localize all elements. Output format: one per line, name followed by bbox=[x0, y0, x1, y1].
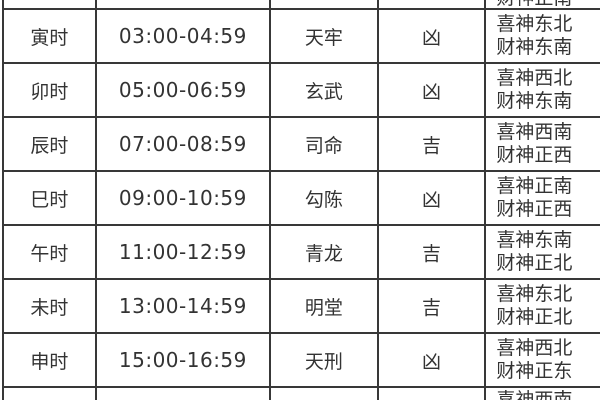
time-range-cell: 07:00-08:59 bbox=[97, 118, 272, 170]
caishen-direction-label: 财神正北 bbox=[496, 306, 573, 328]
xishen-direction-label: 喜神西北 bbox=[496, 67, 573, 89]
luck-cell: 吉 bbox=[379, 118, 487, 170]
hour-cell: 寅时 bbox=[4, 10, 97, 62]
xishen-direction-label: 喜神西南 bbox=[496, 389, 573, 400]
caishen-direction-label: 财神正西 bbox=[496, 144, 573, 166]
hour-cell bbox=[4, 0, 97, 8]
time-range-cell: 11:00-12:59 bbox=[97, 226, 272, 278]
deity-cell: 明堂 bbox=[271, 280, 379, 332]
hour-cell: 辰时 bbox=[4, 118, 97, 170]
deity-cell bbox=[271, 0, 379, 8]
caishen-direction-label: 财神正西 bbox=[496, 198, 573, 220]
luck-cell: 凶 bbox=[379, 10, 487, 62]
deity-cell: 勾陈 bbox=[271, 172, 379, 224]
caishen-direction-label: 财神正东 bbox=[496, 360, 573, 382]
direction-cell: 喜神西北 财神正东 bbox=[486, 334, 600, 386]
time-range-cell: 15:00-16:59 bbox=[97, 334, 272, 386]
luck-cell bbox=[379, 0, 487, 8]
table-row: 寅时 03:00-04:59 天牢 凶 喜神东北 财神东南 bbox=[4, 10, 600, 64]
time-range-cell bbox=[97, 0, 272, 8]
hour-cell: 巳时 bbox=[4, 172, 97, 224]
direction-cell: 喜神西北 财神东南 bbox=[486, 64, 600, 116]
luck-cell: 凶 bbox=[379, 172, 487, 224]
xishen-direction-label: 喜神东南 bbox=[496, 229, 573, 251]
deity-cell: 青龙 bbox=[271, 226, 379, 278]
xishen-direction-label: 喜神东北 bbox=[496, 283, 573, 305]
xishen-direction-label: 喜神西北 bbox=[496, 337, 573, 359]
table-row: 午时 11:00-12:59 青龙 吉 喜神东南 财神正北 bbox=[4, 226, 600, 280]
luck-cell: 凶 bbox=[379, 64, 487, 116]
time-range-cell: 05:00-06:59 bbox=[97, 64, 272, 116]
xishen-direction-label: 喜神西南 bbox=[496, 121, 573, 143]
table-row: 辰时 07:00-08:59 司命 吉 喜神西南 财神正西 bbox=[4, 118, 600, 172]
deity-cell: 玄武 bbox=[271, 64, 379, 116]
table-row: 巳时 09:00-10:59 勾陈 凶 喜神正南 财神正西 bbox=[4, 172, 600, 226]
direction-cell: 喜神西南 财神正西 bbox=[486, 118, 600, 170]
direction-cell: 喜神正南 财神正西 bbox=[486, 172, 600, 224]
hour-cell: 卯时 bbox=[4, 64, 97, 116]
direction-cell: 喜神东北 财神东南 bbox=[486, 10, 600, 62]
deity-cell: 天牢 bbox=[271, 10, 379, 62]
caishen-direction-label: 财神正南 bbox=[496, 0, 572, 8]
direction-cell: 喜神西南 bbox=[486, 388, 600, 400]
caishen-direction-label: 财神正北 bbox=[496, 252, 573, 274]
hour-cell: 午时 bbox=[4, 226, 97, 278]
xishen-direction-label: 喜神东北 bbox=[496, 13, 573, 35]
table-row-partial-bottom: 喜神西南 bbox=[4, 388, 600, 400]
hour-cell: 未时 bbox=[4, 280, 97, 332]
table-row: 申时 15:00-16:59 天刑 凶 喜神西北 财神正东 bbox=[4, 334, 600, 388]
xishen-direction-label: 喜神正南 bbox=[496, 175, 573, 197]
luck-cell bbox=[379, 388, 487, 400]
direction-cell: 喜神东北 财神正北 bbox=[486, 280, 600, 332]
time-range-cell: 03:00-04:59 bbox=[97, 10, 272, 62]
hour-cell: 申时 bbox=[4, 334, 97, 386]
time-range-cell: 09:00-10:59 bbox=[97, 172, 272, 224]
caishen-direction-label: 财神东南 bbox=[496, 36, 573, 58]
hour-cell bbox=[4, 388, 97, 400]
luck-cell: 凶 bbox=[379, 334, 487, 386]
deity-cell bbox=[271, 388, 379, 400]
caishen-direction-label: 财神东南 bbox=[496, 90, 573, 112]
table-row: 未时 13:00-14:59 明堂 吉 喜神东北 财神正北 bbox=[4, 280, 600, 334]
luck-cell: 吉 bbox=[379, 280, 487, 332]
deity-cell: 天刑 bbox=[271, 334, 379, 386]
direction-cell: 喜神东南 财神正北 bbox=[486, 226, 600, 278]
table-row-partial-top: 财神正南 bbox=[4, 0, 600, 10]
table-row: 卯时 05:00-06:59 玄武 凶 喜神西北 财神东南 bbox=[4, 64, 600, 118]
deity-cell: 司命 bbox=[271, 118, 379, 170]
direction-cell: 财神正南 bbox=[486, 0, 600, 8]
time-range-cell: 13:00-14:59 bbox=[97, 280, 272, 332]
luck-cell: 吉 bbox=[379, 226, 487, 278]
time-range-cell bbox=[97, 388, 272, 400]
